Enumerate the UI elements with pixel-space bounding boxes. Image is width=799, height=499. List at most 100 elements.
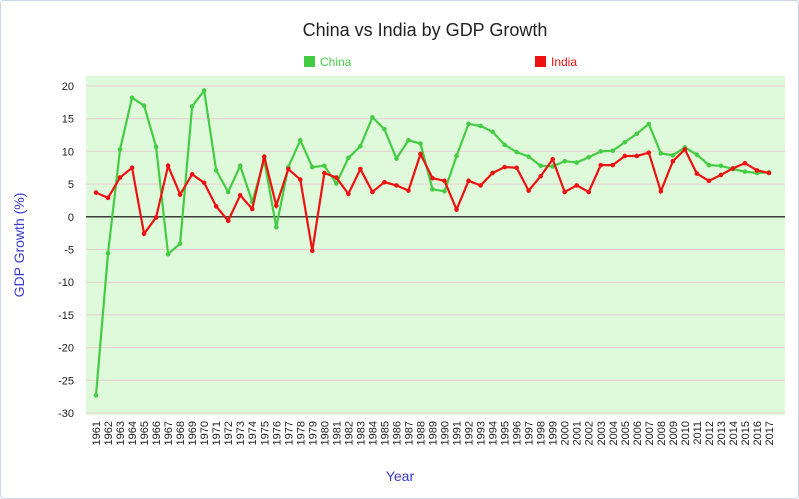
data-point-china[interactable] <box>562 158 567 164</box>
data-point-india[interactable] <box>682 147 688 152</box>
data-point-india[interactable] <box>189 171 195 177</box>
data-point-india[interactable] <box>105 195 111 201</box>
data-point-china[interactable] <box>586 154 592 160</box>
data-point-china[interactable] <box>141 103 147 108</box>
data-point-china[interactable] <box>706 162 712 168</box>
data-point-china[interactable] <box>153 144 159 150</box>
data-point-india[interactable] <box>225 218 231 224</box>
data-point-india[interactable] <box>490 170 495 176</box>
data-point-india[interactable] <box>478 183 483 188</box>
data-point-china[interactable] <box>490 129 495 135</box>
data-point-china[interactable] <box>117 147 123 152</box>
data-point-india[interactable] <box>129 165 135 171</box>
data-point-india[interactable] <box>334 175 339 180</box>
data-point-india[interactable] <box>466 178 471 184</box>
data-point-india[interactable] <box>430 175 435 181</box>
data-point-india[interactable] <box>322 170 327 176</box>
data-point-india[interactable] <box>261 154 267 159</box>
data-point-india[interactable] <box>418 151 423 157</box>
data-point-china[interactable] <box>225 189 231 195</box>
data-point-india[interactable] <box>754 168 760 173</box>
data-point-china[interactable] <box>382 126 387 132</box>
data-point-china[interactable] <box>430 187 435 192</box>
data-point-india[interactable] <box>454 207 459 212</box>
data-point-china[interactable] <box>694 152 700 157</box>
data-point-china[interactable] <box>634 131 640 137</box>
data-point-india[interactable] <box>658 188 664 194</box>
data-point-india[interactable] <box>394 183 399 188</box>
data-point-india[interactable] <box>310 248 315 254</box>
data-point-china[interactable] <box>334 181 339 186</box>
data-point-india[interactable] <box>550 156 555 162</box>
data-point-india[interactable] <box>562 189 567 195</box>
data-point-china[interactable] <box>526 154 531 159</box>
legend-india[interactable]: India <box>535 55 577 69</box>
data-point-china[interactable] <box>346 155 351 161</box>
data-point-china[interactable] <box>718 163 724 169</box>
data-point-india[interactable] <box>213 204 219 209</box>
data-point-india[interactable] <box>514 165 519 171</box>
data-point-china[interactable] <box>177 241 183 246</box>
data-point-china[interactable] <box>418 141 423 146</box>
data-point-china[interactable] <box>454 153 459 159</box>
data-point-china[interactable] <box>622 139 628 145</box>
data-point-china[interactable] <box>237 163 243 169</box>
data-point-china[interactable] <box>478 123 483 129</box>
data-point-india[interactable] <box>646 150 652 156</box>
data-point-china[interactable] <box>598 149 604 154</box>
data-point-india[interactable] <box>237 192 243 198</box>
data-point-india[interactable] <box>706 178 712 184</box>
data-point-india[interactable] <box>346 191 351 197</box>
data-point-india[interactable] <box>574 183 580 188</box>
data-point-china[interactable] <box>466 121 471 127</box>
data-point-india[interactable] <box>730 166 736 171</box>
data-point-india[interactable] <box>406 188 411 193</box>
data-point-china[interactable] <box>213 168 219 173</box>
data-point-china[interactable] <box>298 137 303 143</box>
data-point-india[interactable] <box>177 192 183 197</box>
data-point-india[interactable] <box>766 170 772 176</box>
data-point-india[interactable] <box>165 163 171 169</box>
data-point-india[interactable] <box>273 203 279 208</box>
data-point-india[interactable] <box>526 188 531 193</box>
data-point-india[interactable] <box>610 162 616 168</box>
data-point-china[interactable] <box>273 224 279 230</box>
data-point-china[interactable] <box>514 149 519 155</box>
data-point-china[interactable] <box>93 393 99 398</box>
legend-china[interactable]: China <box>304 55 352 69</box>
data-point-china[interactable] <box>574 160 580 165</box>
data-point-china[interactable] <box>322 163 327 169</box>
data-point-china[interactable] <box>406 137 411 143</box>
data-point-india[interactable] <box>93 190 99 195</box>
data-point-china[interactable] <box>658 151 664 156</box>
data-point-china[interactable] <box>129 95 135 101</box>
data-point-india[interactable] <box>298 177 303 182</box>
data-point-india[interactable] <box>694 171 700 176</box>
data-point-china[interactable] <box>742 169 748 174</box>
data-point-china[interactable] <box>201 88 207 93</box>
data-point-china[interactable] <box>502 142 507 148</box>
data-point-india[interactable] <box>538 173 543 179</box>
data-point-india[interactable] <box>358 166 363 172</box>
data-point-china[interactable] <box>442 188 447 194</box>
data-point-china[interactable] <box>610 148 616 154</box>
data-point-india[interactable] <box>622 153 628 159</box>
data-point-china[interactable] <box>165 251 171 257</box>
data-point-india[interactable] <box>634 153 640 159</box>
data-point-india[interactable] <box>442 178 447 184</box>
data-point-india[interactable] <box>718 172 724 178</box>
data-point-india[interactable] <box>670 158 676 164</box>
data-point-india[interactable] <box>502 164 507 170</box>
data-point-china[interactable] <box>358 143 363 149</box>
data-point-india[interactable] <box>370 189 375 195</box>
data-point-china[interactable] <box>394 156 399 161</box>
data-point-china[interactable] <box>670 153 676 158</box>
data-point-china[interactable] <box>370 115 375 120</box>
data-point-china[interactable] <box>105 251 111 256</box>
data-point-china[interactable] <box>646 121 652 127</box>
data-point-china[interactable] <box>538 163 543 169</box>
data-point-india[interactable] <box>117 175 123 180</box>
data-point-india[interactable] <box>742 160 748 166</box>
data-point-china[interactable] <box>310 164 315 170</box>
data-point-india[interactable] <box>382 179 387 185</box>
